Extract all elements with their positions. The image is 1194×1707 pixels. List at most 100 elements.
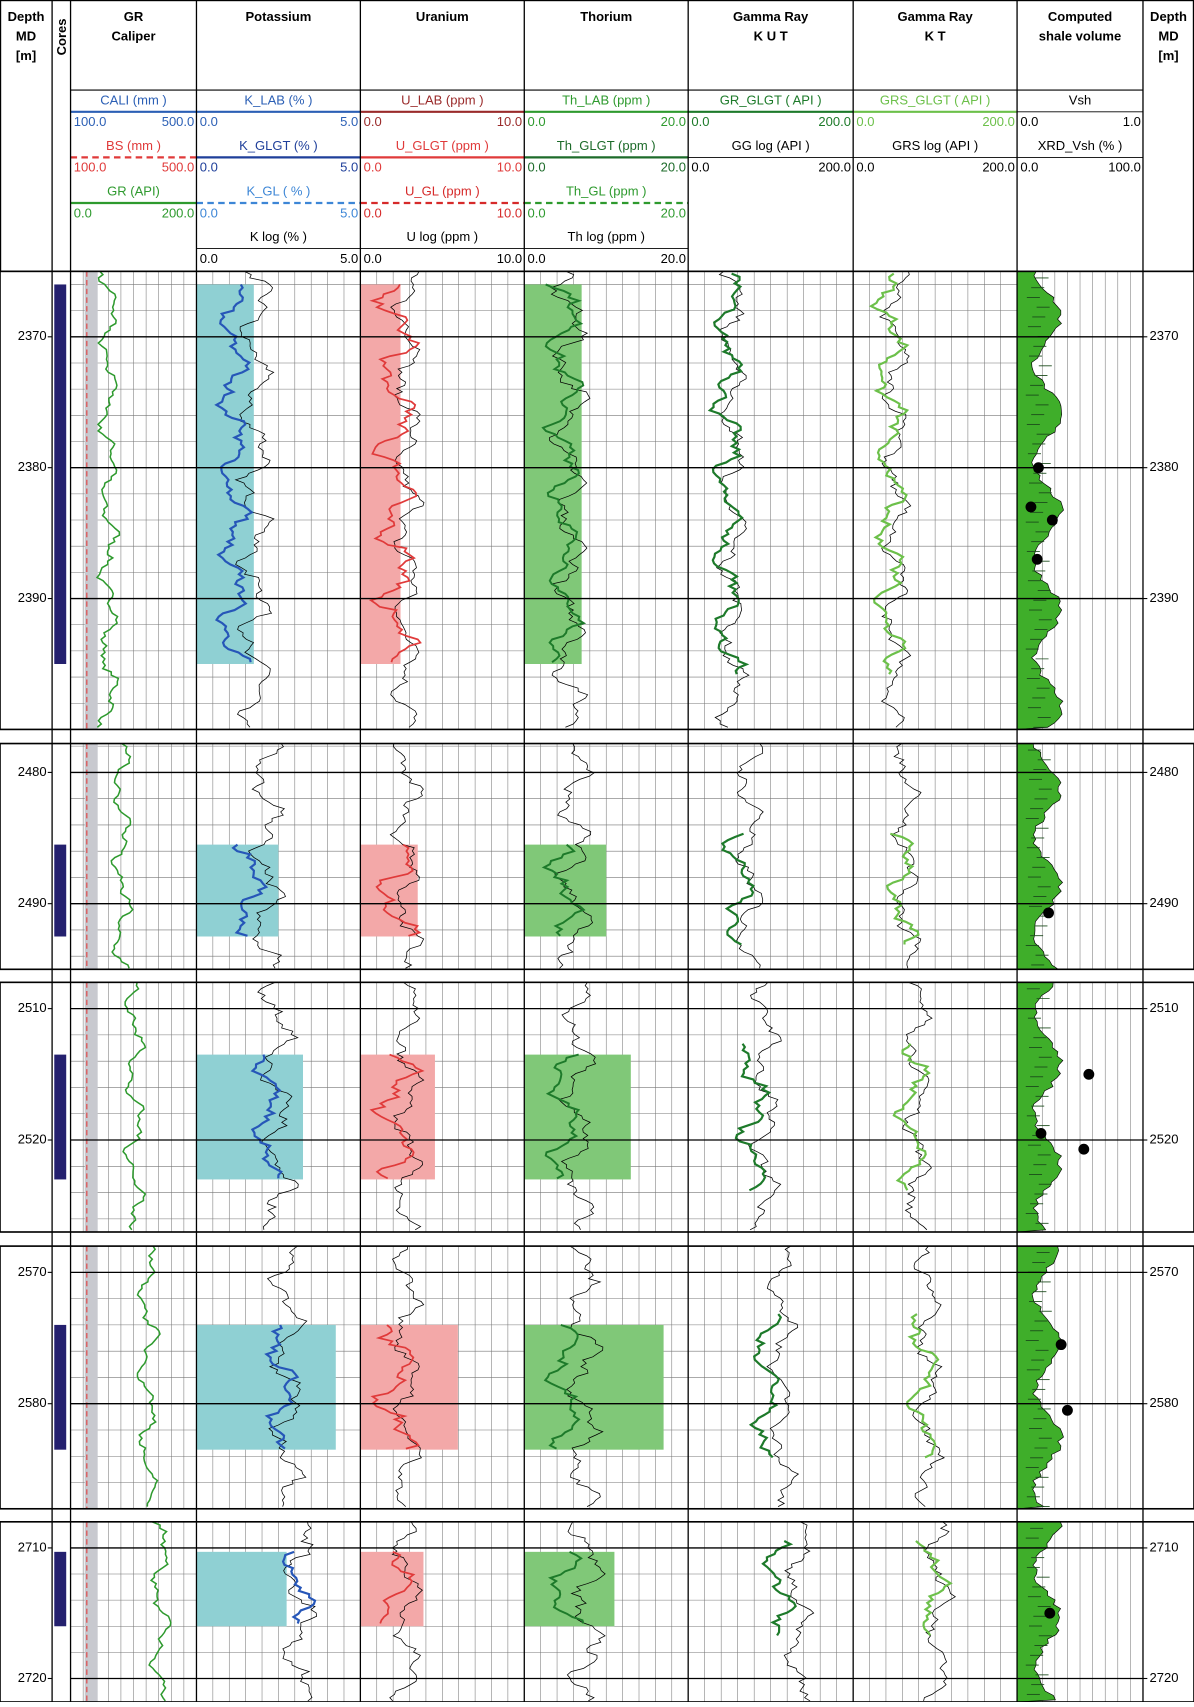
scale-min: 0.0 [364,114,382,129]
depth-label: 2370 [1149,328,1178,343]
column-title: K U T [754,28,788,43]
log-curve [714,271,750,728]
curve-name: Th_GL (ppm ) [566,184,647,199]
curve-name: U_LAB (ppm ) [401,92,483,107]
scale-min: 0.0 [1020,114,1038,129]
column-title: [m] [1158,48,1178,63]
scale-max: 1.0 [1123,114,1141,129]
curve-name: GRS_GLGT ( API ) [880,92,990,107]
core-interval [54,284,67,664]
lab-interval [196,1551,287,1627]
log-curve [748,982,782,1231]
curve-name: GR_GLGT ( API ) [720,92,822,107]
curve-name: Th_LAB (ppm ) [562,92,650,107]
log-curve [214,283,254,663]
scale-min: 0.0 [364,251,382,266]
scale-max: 20.0 [661,205,686,220]
column-title: Computed [1048,9,1112,24]
scale-max: 20.0 [661,251,686,266]
depth-label: 2520 [18,1131,47,1146]
column-title: Gamma Ray [897,9,973,24]
curve-name: GG log (API ) [732,138,810,153]
lab-interval [524,1324,664,1450]
scale-max: 200.0 [982,160,1015,175]
depth-label: 2520 [1149,1131,1178,1146]
scale-min: 100.0 [74,114,107,129]
curve-name: K_LAB (% ) [244,92,312,107]
log-panel [70,743,1143,970]
log-curve [110,743,134,969]
scale-max: 10.0 [497,160,522,175]
column-title: Cores [54,18,69,55]
vsh-area [1016,743,1064,970]
vsh-area [1016,1246,1064,1509]
log-curve [748,1313,783,1459]
log-curve [912,1246,946,1507]
log-curve [136,1246,161,1507]
caliper-fill [84,982,98,1232]
log-curve [541,283,587,663]
log-curve [264,1324,300,1450]
log-curve [549,271,591,728]
panel-frame [0,742,1194,971]
log-curve [392,982,425,1231]
log-curve [543,1323,581,1450]
lab-interval [196,1324,336,1450]
depth-label: 2710 [18,1539,47,1554]
xrd-vsh-point [1031,553,1043,565]
header-frame [0,0,1194,273]
log-curve [122,982,147,1231]
depth-label: 2580 [18,1395,47,1410]
log-panel [70,271,1143,730]
vsh-area [1016,271,1064,730]
xrd-vsh-point [1025,501,1037,513]
caliper-fill [84,271,98,730]
scale-max: 5.0 [340,114,358,129]
log-curve [375,843,422,937]
scale-min: 0.0 [691,114,709,129]
depth-label: 2720 [1149,1670,1178,1685]
curve-name: CALI (mm ) [100,92,167,107]
lab-interval [196,284,254,664]
curve-name: K log (% ) [250,229,307,244]
scale-min: 0.0 [200,114,218,129]
caliper-fill [84,743,98,970]
log-curve [389,1521,423,1702]
log-curve [250,1054,283,1179]
depth-label: 2710 [1149,1539,1178,1554]
log-curve [566,1521,606,1702]
log-curve [266,1246,308,1507]
log-curve [370,1324,420,1450]
log-curve [735,743,764,969]
column-title: MD [1158,28,1178,43]
column-title: Depth [1150,9,1187,24]
lab-interval [196,844,279,937]
lab-interval [360,1324,458,1450]
log-curve [257,982,299,1230]
log-curve [915,1540,953,1637]
scale-min: 0.0 [856,114,874,129]
lab-interval [524,844,607,937]
log-curve [890,743,922,969]
curve-name: U_GL (ppm ) [405,184,480,199]
depth-label: 2370 [18,328,47,343]
column-title: Depth [8,9,45,24]
log-curve [248,743,286,969]
log-curve [566,1246,604,1507]
xrd-vsh-point [1033,462,1044,474]
curve-name: K_GLGT (% ) [239,138,318,153]
depth-label: 2390 [18,590,47,605]
depth-label: 2570 [1149,1264,1178,1279]
log-curve [389,743,425,969]
column-title: K T [925,28,946,43]
log-curve [766,1246,800,1507]
log-curve [554,743,595,969]
log-curve [95,271,121,728]
curve-name: Vsh [1069,92,1091,107]
panel-frame [0,270,1194,731]
depth-label: 2480 [18,764,47,779]
log-curve [707,272,750,675]
scale-max: 200.0 [982,114,1015,129]
xrd-vsh-point [1055,1339,1067,1351]
